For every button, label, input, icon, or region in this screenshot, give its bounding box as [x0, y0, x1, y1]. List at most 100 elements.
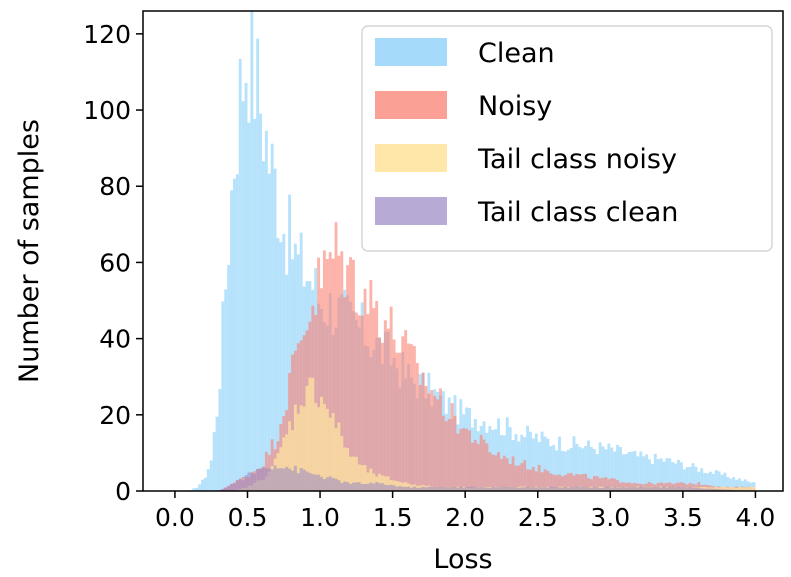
- histogram-bar: [520, 463, 524, 491]
- histogram-bar: [534, 471, 538, 491]
- legend-label: Clean: [478, 38, 555, 69]
- histogram-bar: [560, 487, 564, 491]
- histogram-bar: [743, 479, 747, 491]
- histogram-bar: [482, 487, 486, 491]
- histogram-bar: [534, 487, 538, 491]
- histogram-bar: [560, 476, 564, 491]
- legend-frame: [361, 25, 773, 252]
- histogram-bar: [491, 486, 495, 491]
- histogram-bar: [395, 481, 399, 491]
- histogram-bar: [430, 487, 434, 491]
- histogram-bar: [592, 449, 596, 491]
- histogram-bar: [195, 487, 199, 491]
- histogram-bar: [717, 471, 721, 491]
- histogram-bar: [253, 473, 257, 491]
- histogram-bar: [320, 288, 323, 491]
- histogram-bar: [473, 439, 477, 491]
- histogram-bar: [264, 130, 268, 492]
- histogram-bar: [679, 462, 683, 491]
- histogram-bar: [232, 178, 236, 491]
- histogram-bar: [296, 473, 300, 491]
- histogram-bar: [694, 466, 698, 491]
- histogram-bar: [415, 363, 419, 491]
- histogram-bar: [412, 486, 416, 491]
- histogram-bar: [331, 258, 335, 491]
- plot-frame: [142, 10, 784, 492]
- histogram-bar: [262, 161, 265, 491]
- y-tick-label: 100: [83, 96, 131, 125]
- histogram-bar: [447, 419, 451, 491]
- histogram-bar: [668, 486, 672, 491]
- histogram-bar: [235, 174, 239, 491]
- histogram-bar: [511, 486, 515, 491]
- histogram-bar: [267, 173, 271, 491]
- histogram-bar: [624, 454, 628, 491]
- histogram-bar: [203, 477, 207, 491]
- histogram-bars: [189, 11, 756, 492]
- histogram-bar: [517, 465, 521, 491]
- histogram-bar: [383, 476, 387, 491]
- histogram-bar: [465, 428, 469, 491]
- histogram-bar: [508, 463, 512, 491]
- histogram-bar: [549, 473, 553, 491]
- histogram-bar: [729, 478, 733, 491]
- histogram-bar: [595, 454, 599, 491]
- histogram-bar: [578, 487, 582, 491]
- histogram-bar: [308, 472, 312, 491]
- histogram-bar: [282, 468, 286, 491]
- histogram-bar: [247, 472, 251, 491]
- histogram-bar: [587, 478, 590, 491]
- histogram-bar: [244, 83, 248, 492]
- histogram-bar: [610, 478, 614, 491]
- histogram-bar: [743, 487, 747, 491]
- histogram-bar: [253, 118, 257, 492]
- histogram-bar: [314, 474, 318, 491]
- histogram-bar: [296, 413, 300, 491]
- histogram-bar: [671, 462, 675, 491]
- histogram-bar: [740, 487, 744, 491]
- histogram-bar: [383, 484, 387, 491]
- histogram-bar: [343, 481, 347, 491]
- x-tick-label: 4.0: [736, 503, 776, 532]
- histogram-bar: [340, 436, 344, 491]
- y-axis-ticks: 0 20 40 60 80 100 120: [83, 20, 143, 506]
- histogram-bar: [633, 450, 637, 491]
- histogram-bar: [430, 390, 434, 491]
- histogram-bar: [560, 450, 564, 491]
- histogram-bar: [752, 482, 756, 491]
- histogram-bar: [401, 486, 405, 491]
- histogram-bar: [563, 487, 567, 491]
- y-tick-label: 40: [99, 325, 131, 354]
- histogram-bar: [552, 486, 556, 491]
- histogram-bar: [285, 434, 289, 491]
- x-tick-label: 3.5: [663, 503, 703, 532]
- histogram-bar: [726, 477, 730, 491]
- histogram-bar: [633, 482, 637, 491]
- histogram-bar: [288, 194, 292, 491]
- histogram-bar: [299, 468, 303, 491]
- histogram-bar: [575, 486, 579, 491]
- legend-swatch: [375, 91, 447, 119]
- histogram-bar: [674, 483, 678, 491]
- histogram-bar: [642, 456, 646, 491]
- histogram-bar: [325, 408, 329, 491]
- histogram-bar: [424, 385, 428, 491]
- histogram-bar: [598, 487, 602, 491]
- histogram-bar: [450, 487, 454, 491]
- histogram-bar: [288, 421, 292, 491]
- histogram-bar: [549, 446, 553, 491]
- histogram-bar: [595, 487, 599, 491]
- histogram-bar: [619, 447, 622, 491]
- histogram-bar: [334, 478, 338, 491]
- histogram-bar: [250, 11, 254, 491]
- histogram-bar: [485, 487, 489, 491]
- histogram-bar: [453, 487, 457, 491]
- histogram-bar: [322, 479, 326, 491]
- histogram-bar: [354, 456, 358, 491]
- histogram-bar: [470, 442, 474, 491]
- histogram-bar: [427, 393, 431, 491]
- histogram-bar: [566, 449, 570, 491]
- x-axis-label: Loss: [433, 544, 492, 575]
- histogram-bar: [270, 143, 274, 491]
- histogram-bar: [308, 377, 312, 491]
